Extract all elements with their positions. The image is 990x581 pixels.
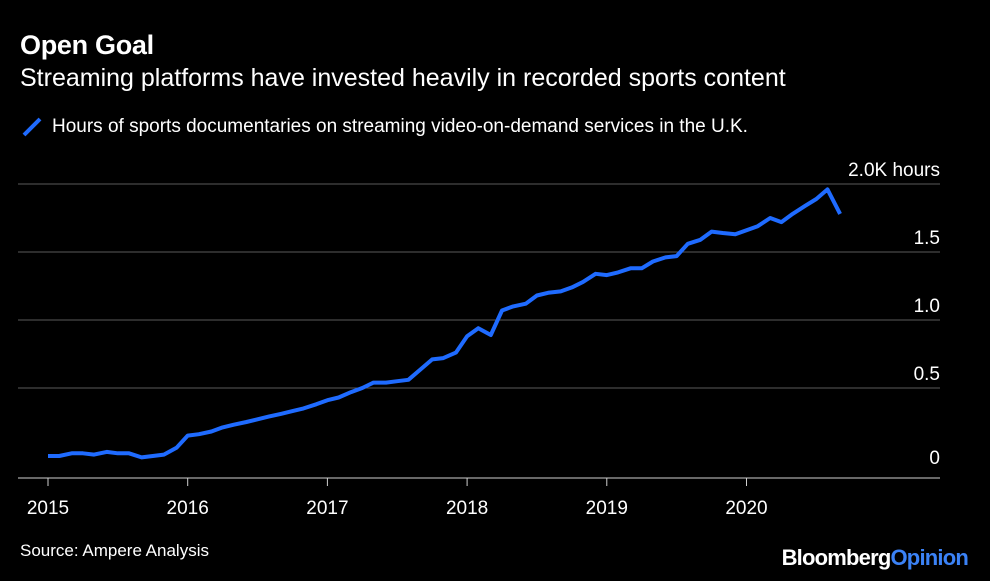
x-tick-label-0: 2015 xyxy=(27,498,69,519)
brand-main: Bloomberg xyxy=(781,545,892,570)
y-tick-label-1: 0.5 xyxy=(914,364,940,385)
chart-subtitle: Streaming platforms have invested heavil… xyxy=(20,64,786,92)
chart-title: Open Goal xyxy=(20,30,154,60)
brand-logo: BloombergOpinion xyxy=(781,545,969,571)
x-tick-label-1: 2016 xyxy=(167,498,209,519)
x-tick-label-3: 2018 xyxy=(446,498,488,519)
x-tick-label-5: 2020 xyxy=(725,498,767,519)
y-tick-label-3: 1.5 xyxy=(914,228,940,249)
source-note: Source: Ampere Analysis xyxy=(20,541,209,560)
x-tick-label-4: 2019 xyxy=(586,498,628,519)
y-tick-label-2: 1.0 xyxy=(914,296,940,317)
y-tick-label-4: 2.0K hours xyxy=(848,160,940,181)
y-tick-label-0: 0 xyxy=(929,448,940,469)
x-tick-label-2: 2017 xyxy=(306,498,348,519)
legend-swatch-icon xyxy=(22,117,42,137)
legend-label: Hours of sports documentaries on streami… xyxy=(52,116,748,137)
legend: Hours of sports documentaries on streami… xyxy=(20,115,748,139)
series-line-0 xyxy=(48,187,842,460)
brand-accent: Opinion xyxy=(890,545,969,570)
